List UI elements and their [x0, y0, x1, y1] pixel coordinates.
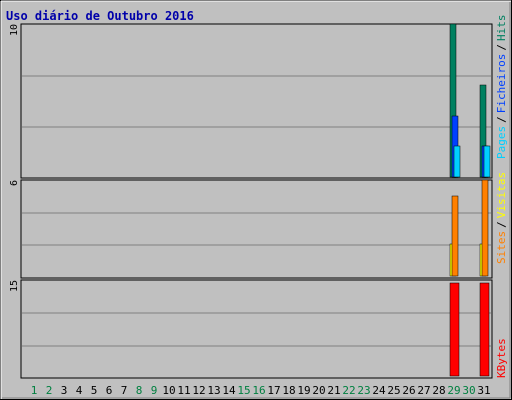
hits-panel: 10 Pages / Ficheiros / Hits [9, 15, 508, 179]
x-label-day-11: 11 [177, 384, 190, 397]
x-label-day-24: 24 [372, 384, 386, 397]
hits-panel-frame [20, 23, 493, 179]
x-label-day-29: 29 [447, 384, 460, 397]
x-label-day-13: 13 [207, 384, 220, 397]
x-label-day-23: 23 [357, 384, 370, 397]
x-label-day-31: 31 [477, 384, 490, 397]
x-label-day-2: 2 [46, 384, 53, 397]
visits-y-max-label: 6 [9, 180, 20, 186]
kbytes-panel: 15 KBytes [9, 279, 508, 379]
legend-hits: Hits [495, 15, 508, 42]
x-label-day-30: 30 [462, 384, 475, 397]
x-label-day-8: 8 [136, 384, 143, 397]
x-label-day-6: 6 [106, 384, 113, 397]
legend-pages: Pages [495, 126, 508, 159]
sites-bar-day-29 [451, 195, 459, 277]
hits-bars [449, 23, 491, 178]
sites-bar-day-31 [481, 179, 489, 277]
x-label-day-14: 14 [222, 384, 236, 397]
x-label-day-27: 27 [417, 384, 430, 397]
visits-panel-frame [20, 179, 493, 279]
x-label-day-22: 22 [342, 384, 355, 397]
legend-separator: / [495, 116, 508, 123]
x-label-day-5: 5 [91, 384, 98, 397]
legend-kbytes: KBytes [495, 338, 508, 378]
legend-files: Ficheiros [495, 54, 508, 114]
kbytes-bar-day-29 [449, 282, 460, 377]
kbytes-panel-frame [20, 279, 493, 379]
x-label-day-9: 9 [151, 384, 158, 397]
x-label-day-26: 26 [402, 384, 415, 397]
x-label-day-3: 3 [61, 384, 68, 397]
x-label-day-21: 21 [327, 384, 340, 397]
x-label-day-7: 7 [121, 384, 128, 397]
legend-visits: Visitas [495, 172, 508, 218]
x-label-day-25: 25 [387, 384, 400, 397]
hits-legend: Pages / Ficheiros / Hits [495, 15, 508, 159]
pages-bar-day-29 [453, 145, 461, 178]
visits-bars [449, 179, 489, 277]
visits-legend: Sites / Visitas [495, 172, 508, 264]
legend-separator: / [495, 221, 508, 228]
legend-separator: / [495, 44, 508, 51]
x-label-day-17: 17 [267, 384, 280, 397]
x-label-day-1: 1 [31, 384, 38, 397]
chart-title: Uso diário de Outubro 2016 [6, 9, 194, 23]
x-label-day-12: 12 [192, 384, 205, 397]
kbytes-y-max-label: 15 [9, 280, 20, 292]
x-label-day-28: 28 [432, 384, 445, 397]
x-label-day-18: 18 [282, 384, 295, 397]
x-axis-labels: 1 2 3 4 5 6 7 8 9 10 11 12 13 14 15 16 17 18 19 20 21 22 23 24 2… [31, 384, 491, 397]
legend-sites: Sites [495, 231, 508, 264]
visits-panel: 6 Sites / Visitas [9, 172, 508, 279]
x-label-day-16: 16 [252, 384, 265, 397]
kbytes-bars [449, 282, 490, 377]
x-label-day-10: 10 [162, 384, 175, 397]
x-label-day-15: 15 [237, 384, 250, 397]
hits-y-max-label: 10 [9, 24, 20, 36]
x-label-day-4: 4 [76, 384, 83, 397]
x-label-day-20: 20 [312, 384, 325, 397]
pages-bar-day-31 [483, 145, 491, 178]
kbytes-bar-day-31 [479, 282, 490, 377]
x-label-day-19: 19 [297, 384, 310, 397]
